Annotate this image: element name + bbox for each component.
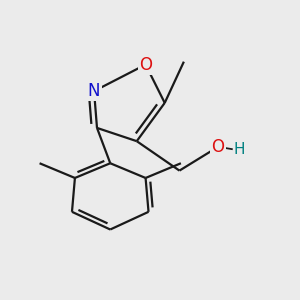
Text: N: N xyxy=(88,82,100,100)
Text: H: H xyxy=(233,142,245,158)
Text: O: O xyxy=(211,138,224,156)
Text: O: O xyxy=(139,56,152,74)
